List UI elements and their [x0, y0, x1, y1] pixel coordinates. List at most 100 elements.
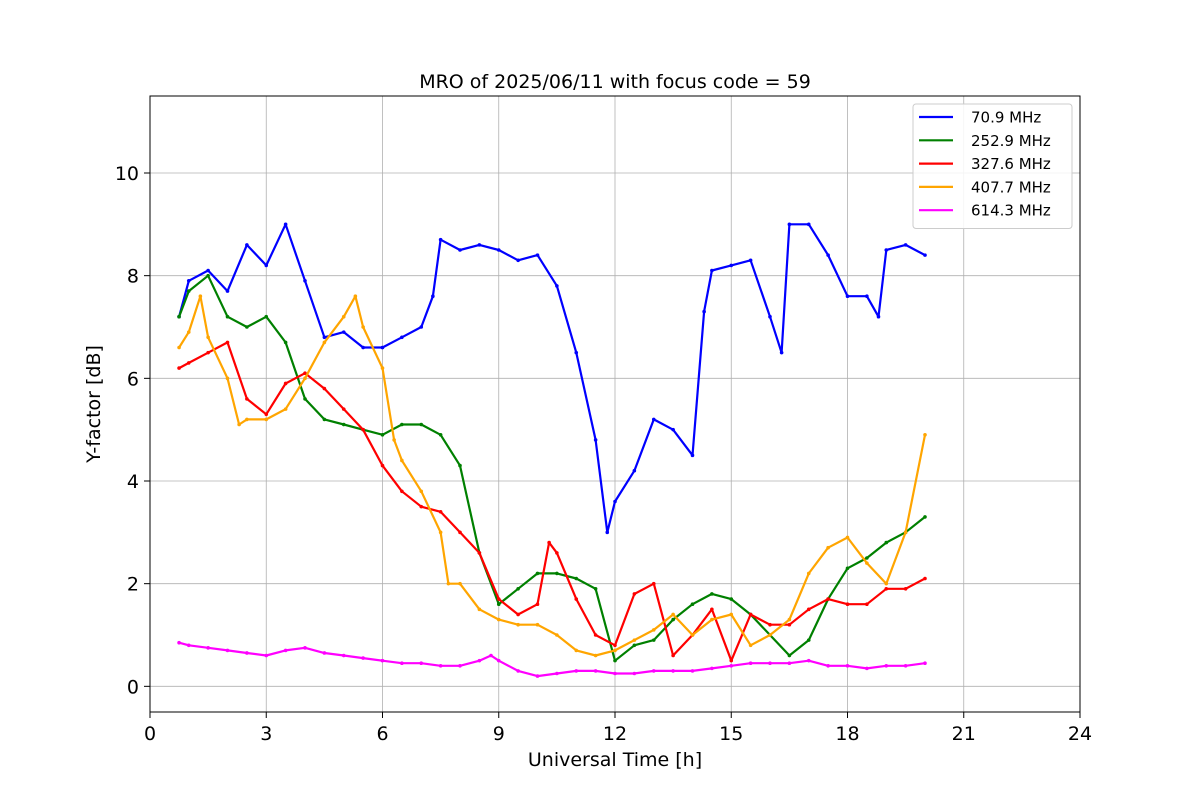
- x-ticks: 0 3 6 9 12 15 18 21 24: [144, 712, 1092, 745]
- data-point: [477, 658, 482, 663]
- chart-title: MRO of 2025/06/11 with focus code = 59: [419, 71, 811, 93]
- data-point: [245, 651, 249, 655]
- data-point: [651, 417, 656, 422]
- data-point: [496, 658, 501, 663]
- data-point: [245, 243, 249, 247]
- data-point: [303, 279, 307, 283]
- data-point: [496, 597, 501, 601]
- data-point: [729, 664, 734, 668]
- data-point: [748, 258, 753, 263]
- data-point: [341, 314, 346, 319]
- data-point: [225, 376, 230, 381]
- data-point: [690, 453, 695, 458]
- legend: 70.9 MHz 252.9 MHz 327.6 MHz 407.7 MHz 614.3…: [912, 103, 1073, 229]
- data-point: [264, 412, 269, 417]
- data-point: [547, 540, 551, 545]
- data-point: [876, 314, 881, 319]
- data-point: [574, 576, 579, 581]
- data-point: [651, 581, 656, 586]
- data-point: [419, 661, 424, 666]
- data-point: [186, 643, 191, 648]
- data-point: [806, 607, 811, 612]
- data-point: [283, 381, 288, 386]
- data-point: [322, 335, 327, 340]
- y-tick-label: 4: [127, 471, 139, 493]
- data-point: [555, 671, 559, 676]
- data-point: [198, 294, 203, 299]
- data-point: [768, 661, 772, 666]
- data-point: [768, 622, 772, 627]
- data-point: [826, 545, 830, 550]
- data-point: [419, 325, 424, 329]
- data-point: [884, 248, 889, 252]
- y-axis-label: Y-factor [dB]: [83, 345, 105, 464]
- data-point: [400, 458, 404, 463]
- x-tick-label: 21: [952, 723, 976, 745]
- data-point: [787, 222, 792, 227]
- data-point: [458, 664, 462, 668]
- data-point: [400, 661, 404, 666]
- data-point: [264, 653, 269, 658]
- data-point: [779, 350, 784, 355]
- data-point: [206, 268, 210, 273]
- data-point: [826, 597, 830, 601]
- data-point: [489, 653, 493, 658]
- data-point: [206, 646, 210, 650]
- data-point: [237, 422, 241, 427]
- data-point: [400, 489, 404, 494]
- data-point: [729, 612, 734, 617]
- data-point: [923, 515, 927, 519]
- data-point: [574, 648, 579, 653]
- data-point: [690, 633, 695, 637]
- data-point: [710, 617, 714, 622]
- data-point: [303, 397, 307, 401]
- data-point: [826, 253, 830, 257]
- data-point: [245, 325, 249, 329]
- legend-box: [912, 103, 1073, 229]
- data-point: [206, 350, 210, 355]
- data-point: [206, 273, 210, 278]
- y-tick-label: 2: [127, 574, 139, 596]
- data-point: [613, 658, 617, 663]
- data-point: [438, 433, 443, 437]
- data-point: [651, 669, 656, 673]
- data-point: [361, 325, 365, 329]
- data-point: [419, 504, 424, 509]
- data-point: [186, 289, 191, 293]
- data-point: [322, 386, 327, 391]
- data-point: [923, 661, 927, 666]
- data-point: [613, 648, 617, 653]
- data-point: [884, 581, 889, 586]
- data-point: [845, 602, 850, 606]
- data-point: [361, 345, 365, 350]
- data-point: [884, 540, 889, 545]
- data-point: [865, 666, 869, 671]
- data-point: [225, 314, 230, 319]
- data-point: [535, 622, 540, 627]
- data-point: [458, 463, 462, 468]
- data-point: [400, 335, 404, 340]
- data-point: [729, 658, 734, 663]
- data-point: [458, 248, 462, 252]
- data-point: [593, 633, 598, 637]
- data-point: [177, 366, 181, 370]
- y-ticks: 0 2 4 6 8 10: [115, 163, 150, 698]
- y-tick-label: 8: [127, 266, 139, 288]
- data-point: [748, 612, 753, 617]
- data-point: [283, 407, 288, 411]
- data-point: [690, 602, 695, 606]
- y-tick-label: 6: [127, 368, 139, 390]
- data-point: [303, 646, 307, 650]
- data-point: [806, 658, 811, 663]
- data-point: [787, 617, 792, 622]
- legend-label: 252.9 MHz: [971, 132, 1051, 150]
- data-point: [516, 587, 520, 591]
- data-point: [845, 664, 850, 668]
- data-point: [671, 427, 675, 432]
- data-point: [671, 617, 675, 622]
- data-point: [283, 222, 288, 227]
- data-point: [516, 622, 520, 627]
- data-point: [477, 243, 482, 247]
- data-point: [748, 643, 753, 648]
